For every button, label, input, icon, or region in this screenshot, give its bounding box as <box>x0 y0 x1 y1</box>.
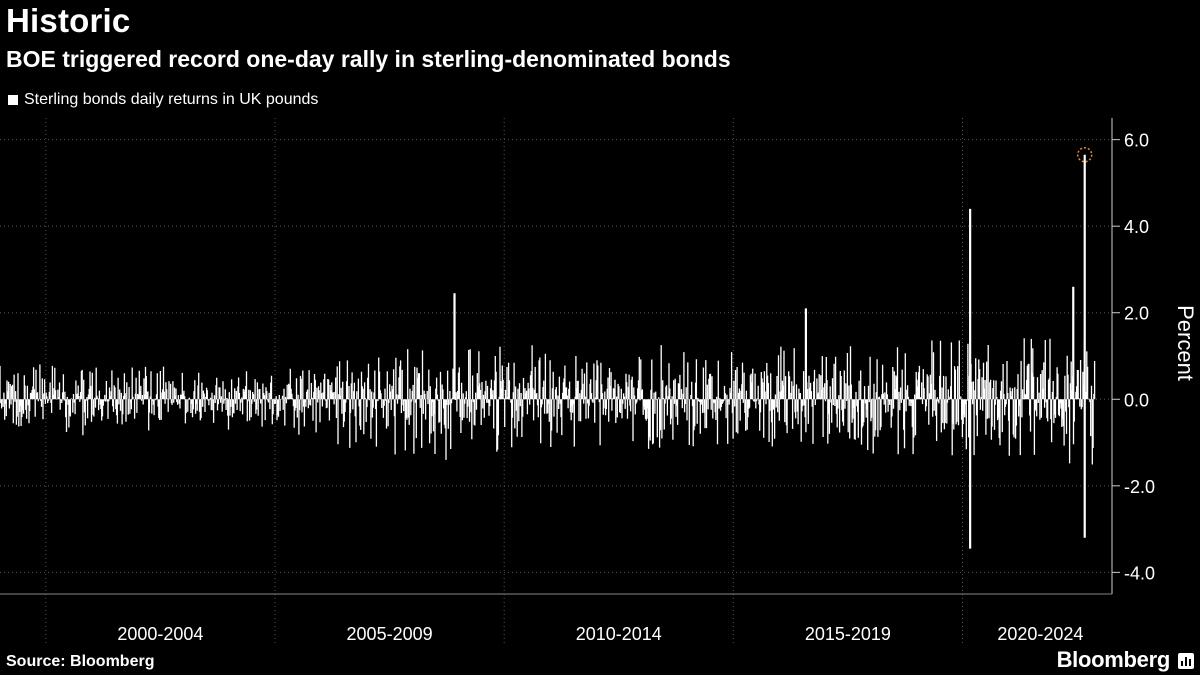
legend-label: Sterling bonds daily returns in UK pound… <box>24 91 319 108</box>
source-note: Source: Bloomberg <box>6 653 155 670</box>
y-tick-label: -4.0 <box>1124 563 1155 583</box>
x-period-label: 2020-2024 <box>997 624 1083 644</box>
y-axis-label: Percent <box>1173 305 1198 381</box>
brand-logo: Bloomberg <box>1056 647 1171 672</box>
chart-title: Historic <box>6 2 131 39</box>
x-period-label: 2015-2019 <box>805 624 891 644</box>
x-period-label: 2000-2004 <box>117 624 203 644</box>
chart-subtitle: BOE triggered record one-day rally in st… <box>6 46 731 72</box>
return-series <box>0 338 1096 465</box>
y-tick-label: 6.0 <box>1124 131 1149 151</box>
y-tick-label: -2.0 <box>1124 477 1155 497</box>
y-tick-label: 0.0 <box>1124 390 1149 410</box>
bar-chart-icon <box>1178 653 1194 669</box>
x-period-label: 2005-2009 <box>347 624 433 644</box>
y-tick-label: 2.0 <box>1124 304 1149 324</box>
legend-swatch <box>8 95 18 105</box>
legend: Sterling bonds daily returns in UK pound… <box>8 91 318 109</box>
y-tick-label: 4.0 <box>1124 217 1149 237</box>
x-period-label: 2010-2014 <box>576 624 662 644</box>
record-rally-marker <box>1076 147 1093 163</box>
